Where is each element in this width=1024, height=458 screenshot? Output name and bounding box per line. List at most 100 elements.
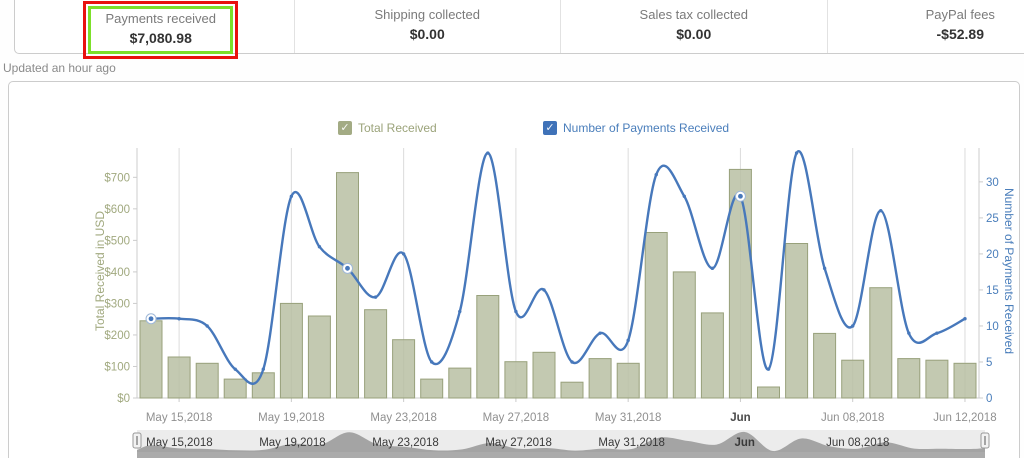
bar-jun-09[interactable] bbox=[869, 287, 893, 399]
payments-count-line[interactable] bbox=[149, 149, 967, 385]
bar-jun-05[interactable] bbox=[757, 386, 780, 399]
bar-jun-02[interactable] bbox=[672, 271, 696, 399]
bar-jun-06[interactable] bbox=[785, 243, 809, 399]
y-axis-label-left: $700 bbox=[104, 172, 130, 184]
line-point-marker[interactable] bbox=[851, 324, 855, 328]
x-axis-label: May 31,2018 bbox=[595, 412, 662, 424]
line-point-marker[interactable] bbox=[935, 331, 939, 335]
legend-item-number-of-payments[interactable]: ✓ Number of Payments Received bbox=[543, 121, 729, 135]
line-point-marker[interactable] bbox=[963, 317, 967, 321]
line-point-marker[interactable] bbox=[682, 194, 686, 198]
y-axis-label-right: 30 bbox=[986, 177, 999, 189]
bar-may-18[interactable] bbox=[251, 372, 275, 399]
bar-jun-11[interactable] bbox=[925, 359, 949, 399]
bar-may-26[interactable] bbox=[476, 295, 500, 399]
line-point-marker[interactable] bbox=[654, 172, 658, 177]
line-point-marker[interactable] bbox=[233, 367, 237, 371]
navigator-label: May 15,2018 bbox=[146, 437, 213, 449]
navigator-label: May 27,2018 bbox=[485, 437, 552, 449]
line-point-marker[interactable] bbox=[542, 288, 546, 292]
bar-may-22[interactable] bbox=[364, 309, 388, 399]
line-point-marker[interactable] bbox=[373, 295, 378, 299]
line-point-marker[interactable] bbox=[430, 360, 434, 364]
navigator-area-preview bbox=[137, 431, 985, 452]
bar-may-28[interactable] bbox=[532, 351, 556, 399]
line-point-marker[interactable] bbox=[401, 252, 406, 256]
line-point-marker[interactable] bbox=[879, 208, 883, 213]
bar-jun-10[interactable] bbox=[897, 358, 921, 399]
bar-may-23[interactable] bbox=[392, 339, 416, 399]
bar-may-20[interactable] bbox=[307, 315, 331, 399]
legend-label: Number of Payments Received bbox=[563, 121, 730, 135]
line-point-marker[interactable] bbox=[205, 324, 209, 328]
legend-item-total-received[interactable]: ✓ Total Received bbox=[338, 121, 437, 135]
navigator-label: Jun 08,2018 bbox=[826, 437, 889, 449]
checked-checkbox-icon[interactable]: ✓ bbox=[543, 121, 557, 135]
bar-may-30[interactable] bbox=[588, 358, 612, 399]
line-point-marker[interactable] bbox=[626, 338, 630, 343]
bar-may-15[interactable] bbox=[167, 356, 191, 399]
line-point-marker[interactable] bbox=[148, 316, 154, 322]
x-axis-label: Jun 12,2018 bbox=[933, 412, 996, 424]
bar-may-29[interactable] bbox=[560, 381, 584, 399]
bar-may-25[interactable] bbox=[448, 367, 472, 399]
y-axis-label-left: $600 bbox=[104, 204, 130, 216]
bar-may-17[interactable] bbox=[223, 378, 247, 399]
bar-jun-01[interactable] bbox=[644, 232, 668, 399]
y-axis-label-left: $200 bbox=[104, 330, 130, 342]
bar-may-31[interactable] bbox=[616, 362, 640, 399]
bar-jun-12[interactable] bbox=[953, 362, 977, 399]
line-point-marker[interactable] bbox=[738, 193, 743, 199]
line-point-marker[interactable] bbox=[598, 331, 602, 335]
annotation-green-box: Payments received $7,080.98 bbox=[88, 6, 234, 54]
line-point-marker[interactable] bbox=[317, 245, 322, 249]
line-point-marker[interactable] bbox=[261, 367, 265, 371]
stat-label: Sales tax collected bbox=[639, 7, 748, 22]
bar-may-21[interactable] bbox=[336, 172, 359, 399]
left-axis-title: Total Received in USD bbox=[93, 210, 107, 332]
stat-payments-received: Payments received $7,080.98 bbox=[28, 0, 294, 59]
legend-label: Total Received bbox=[358, 121, 437, 135]
bar-may-16[interactable] bbox=[195, 362, 219, 399]
x-axis-label: May 19,2018 bbox=[258, 412, 325, 424]
stat-value: $0.00 bbox=[676, 26, 712, 42]
line-point-marker[interactable] bbox=[458, 309, 462, 314]
navigator-label: May 31,2018 bbox=[598, 437, 665, 449]
bar-may-19[interactable] bbox=[279, 302, 303, 399]
bar-may-14[interactable] bbox=[139, 320, 163, 399]
x-axis-label: May 15,2018 bbox=[146, 412, 213, 424]
bar-jun-08[interactable] bbox=[841, 359, 865, 399]
line-point-marker[interactable] bbox=[570, 360, 574, 364]
x-axis-label: Jun bbox=[730, 412, 750, 424]
line-point-marker[interactable] bbox=[822, 266, 827, 271]
line-point-marker[interactable] bbox=[766, 367, 771, 371]
line-point-marker[interactable] bbox=[710, 266, 715, 271]
navigator-label: Jun bbox=[735, 437, 755, 449]
y-axis-label-right: 0 bbox=[986, 393, 992, 405]
bar-jun-07[interactable] bbox=[813, 332, 837, 399]
bar-jun-03[interactable] bbox=[700, 312, 724, 399]
x-axis-label: Jun 08,2018 bbox=[821, 412, 884, 424]
line-point-marker[interactable] bbox=[794, 151, 799, 155]
line-point-marker[interactable] bbox=[514, 309, 518, 314]
line-point-marker[interactable] bbox=[345, 265, 350, 271]
navigator-label: May 23,2018 bbox=[372, 437, 439, 449]
y-axis-label-right: 5 bbox=[986, 357, 992, 369]
y-axis-label-right: 15 bbox=[986, 285, 999, 297]
stat-value: -$52.89 bbox=[936, 26, 984, 42]
checked-checkbox-icon[interactable]: ✓ bbox=[338, 121, 352, 135]
stat-value: $7,080.98 bbox=[129, 30, 192, 46]
annotation-red-box: Payments received $7,080.98 bbox=[83, 1, 239, 59]
line-point-marker[interactable] bbox=[907, 331, 911, 335]
navigator-scrollbar[interactable] bbox=[137, 452, 985, 458]
bar-may-27[interactable] bbox=[504, 361, 528, 399]
line-point-marker[interactable] bbox=[486, 151, 490, 155]
updated-status-text: Updated an hour ago bbox=[3, 61, 116, 75]
y-axis-label-left: $100 bbox=[104, 361, 130, 373]
bar-may-24[interactable] bbox=[420, 378, 444, 399]
line-point-marker[interactable] bbox=[289, 194, 294, 198]
y-axis-label-right: 25 bbox=[986, 213, 999, 225]
line-point-marker[interactable] bbox=[177, 317, 181, 321]
stat-label: Shipping collected bbox=[374, 7, 481, 22]
